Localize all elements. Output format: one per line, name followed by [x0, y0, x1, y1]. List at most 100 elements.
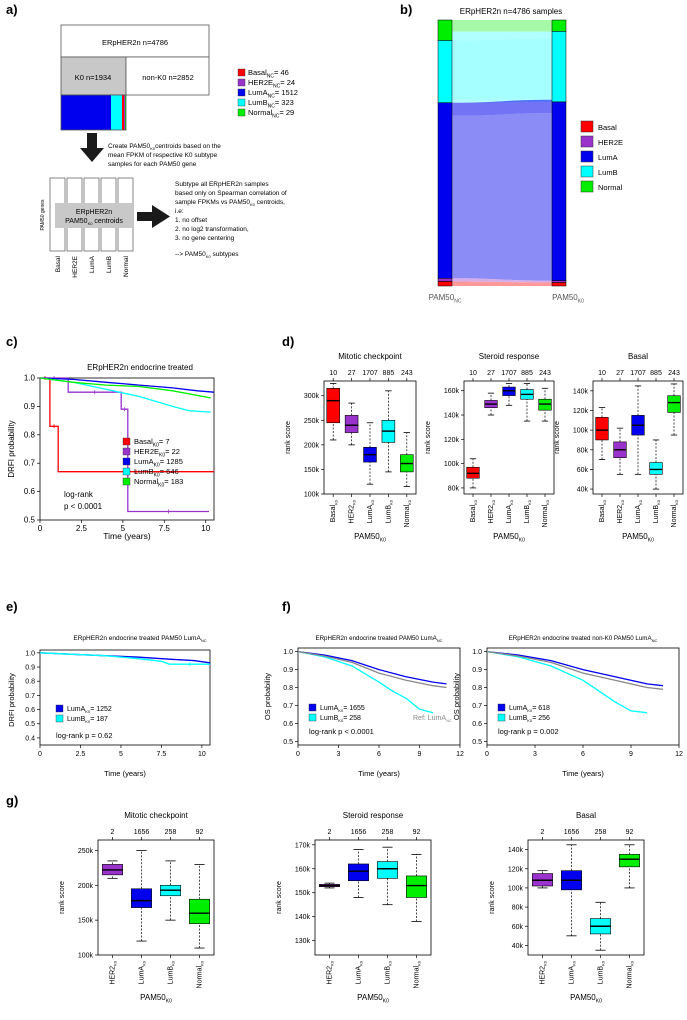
- legend-label: NormalK0= 183: [134, 477, 183, 488]
- legend-swatch: [122, 437, 131, 446]
- logrank-text: log-rank p < 0.0001: [309, 727, 374, 736]
- y-tick-label: 130k: [295, 938, 311, 945]
- legend-label: HER2ENC= 24: [248, 78, 295, 89]
- y-tick-label: 150k: [304, 467, 320, 474]
- box-normal: [406, 875, 427, 898]
- group-count: 10: [469, 370, 477, 377]
- survival-curve: [486, 650, 664, 690]
- box-lumb: [377, 861, 398, 879]
- legend-label: Basal: [598, 123, 617, 132]
- group-count: 92: [626, 829, 634, 836]
- logrank-text: p < 0.0001: [64, 502, 103, 511]
- panel-label: a): [6, 2, 18, 17]
- method-text: --> PAM50K0 subtypes: [175, 251, 239, 259]
- legend-label: BasalK0= 7: [134, 437, 170, 448]
- x-tick-label: 2.5: [76, 524, 88, 533]
- x-tick-label: NormalK0: [542, 499, 550, 527]
- x-tick-label: HER2K0: [540, 960, 548, 984]
- group-count: 92: [196, 829, 204, 836]
- box-basal: [595, 417, 609, 441]
- survival-curve: [40, 377, 214, 473]
- y-tick-label: 250k: [304, 418, 320, 425]
- x-tick-label: LumAK0: [367, 499, 375, 523]
- legend-label: LumA: [598, 153, 618, 162]
- legend-label: LumANC= 1512: [248, 88, 298, 99]
- x-tick-label: LumBK0: [168, 960, 176, 984]
- left-bar-normal: [437, 19, 453, 41]
- legend-swatch: [497, 713, 506, 722]
- right-bar-lumb: [551, 31, 567, 103]
- x-tick-label: 12: [675, 751, 683, 758]
- left-bar-lumb: [437, 40, 453, 103]
- legend-label: LumBK0= 256: [509, 715, 550, 723]
- y-tick-label: 0.6: [24, 487, 36, 496]
- y-axis-label: rank score: [489, 881, 496, 914]
- x-tick-label: NormalK0: [671, 499, 679, 527]
- survival-curve: [39, 377, 211, 413]
- centroid-column-label: HER2E: [72, 255, 79, 277]
- y-tick-label: 1.0: [472, 649, 482, 656]
- y-tick-label: 200k: [304, 442, 320, 449]
- chart-title: Basal: [576, 811, 596, 820]
- legend-label: LumAK0= 1252: [67, 706, 112, 714]
- legend-label: LumAK0= 1285: [134, 457, 183, 468]
- bar-her2e: [124, 95, 125, 130]
- group-count: 27: [348, 370, 356, 377]
- y-tick-label: 0.8: [24, 430, 36, 439]
- x-tick-label: HER2K0: [617, 499, 625, 523]
- left-bar-basal: [437, 281, 453, 287]
- x-tick-label: LumBK0: [598, 960, 606, 984]
- group-count: 1707: [362, 370, 378, 377]
- box-basal: [326, 388, 340, 424]
- panel-b-alluvial: ERpHER2n n=4786 samples PAM50NC PAM50K0 Bas…: [429, 7, 623, 304]
- x-tick-label: LumBK0: [524, 499, 532, 523]
- x-axis-label: Time (years): [104, 769, 146, 778]
- y-tick-label: 0.9: [25, 665, 35, 672]
- y-tick-label: 80k: [448, 485, 460, 492]
- legend-swatch: [580, 165, 594, 178]
- y-tick-label: 1.0: [25, 650, 35, 657]
- survival-curve: [297, 650, 447, 689]
- chart-title: Basal: [628, 352, 648, 361]
- legend-swatch: [580, 120, 594, 133]
- legend-label: HER2EK0= 22: [134, 447, 180, 458]
- group-count: 885: [650, 370, 662, 377]
- x-axis-label: PAM50K0: [357, 993, 389, 1004]
- y-tick-label: 170k: [295, 842, 311, 849]
- legend-swatch: [580, 135, 594, 148]
- legend-swatch: [308, 713, 317, 722]
- panel-g-boxplots: 100k 150k 200k 250k 2 HER2K0 1656 LumAK0 258 LumB…: [59, 811, 645, 1004]
- x-tick-label: BasalK0: [470, 499, 478, 522]
- legend-swatch: [237, 98, 246, 107]
- y-tick-label: 60k: [577, 467, 589, 474]
- y-tick-label: 0.6: [25, 707, 35, 714]
- box-normal: [189, 898, 210, 924]
- legend-label: LumBK0= 187: [67, 716, 108, 724]
- y-tick-label: 0.7: [25, 693, 35, 700]
- method-text: 3. no gene centering: [175, 235, 235, 242]
- method-text: 2. no log2 transformation,: [175, 226, 249, 233]
- panel-label: d): [282, 334, 294, 349]
- legend-swatch: [497, 703, 506, 712]
- x-tick-label: 0: [38, 524, 43, 533]
- legend-swatch: [122, 467, 131, 476]
- x-tick-label: LumBK0: [385, 499, 393, 523]
- legend-label: Normal: [598, 183, 623, 192]
- y-tick-label: 120k: [444, 437, 460, 444]
- x-tick-label: 9: [418, 751, 422, 758]
- method-text: Subtype all ERpHER2n samples: [175, 181, 269, 188]
- y-axis-label: rank score: [554, 421, 561, 454]
- group-count: 27: [616, 370, 624, 377]
- centroid-subtitle: PAM50K0 centroids: [65, 218, 123, 226]
- group-count: 243: [539, 370, 551, 377]
- x-tick-label: NormalK0: [197, 960, 205, 988]
- box-her2: [344, 415, 359, 433]
- chart-title: Steroid response: [479, 352, 540, 361]
- cohort-box-label: ERpHER2n n=4786: [102, 38, 168, 47]
- arrow-down-icon: [87, 133, 97, 149]
- left-bar-luma: [437, 102, 453, 279]
- bar-basal: [122, 95, 124, 130]
- bar-luma: [61, 95, 111, 130]
- group-count: 1656: [564, 829, 580, 836]
- centroid-column-label: Normal: [123, 255, 130, 277]
